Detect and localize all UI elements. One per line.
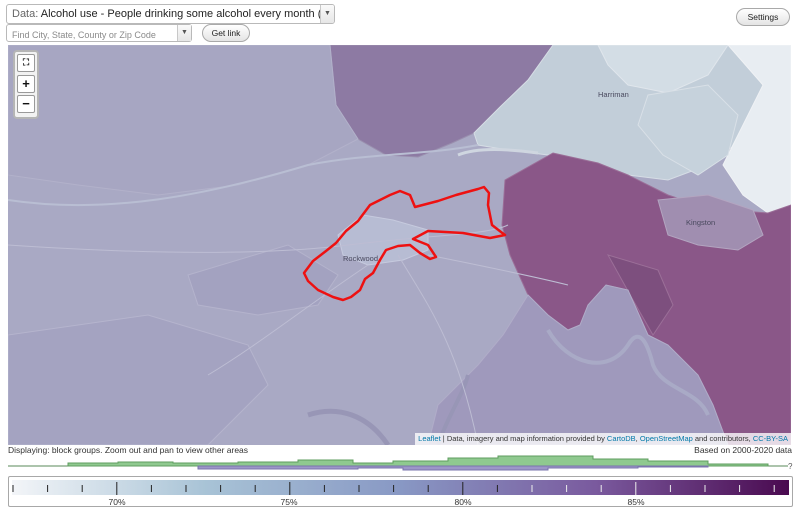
search-input[interactable] <box>7 27 175 43</box>
zoom-out-button[interactable]: − <box>17 95 35 113</box>
get-link-button[interactable]: Get link <box>202 24 250 42</box>
place-label-kingston: Kingston <box>686 218 716 227</box>
license-link[interactable]: CC-BY-SA <box>752 434 788 443</box>
display-status: Displaying: block groups. Zoom out and p… <box>8 445 249 455</box>
legend-tick-85: 85% <box>627 497 644 507</box>
zoom-in-button[interactable]: + <box>17 75 35 93</box>
cartodb-link[interactable]: CartoDB <box>606 434 636 443</box>
data-selected-value: Alcohol use - People drinking some alcoh… <box>40 8 335 20</box>
choropleth-layer <box>8 45 791 445</box>
zoom-controls: ⛶ + − <box>13 50 39 119</box>
distribution-histogram: ? <box>8 455 793 471</box>
chevron-down-icon[interactable]: ▼ <box>177 25 191 41</box>
legend-tick-80: 80% <box>454 497 471 507</box>
legend-tick-75: 75% <box>280 497 297 507</box>
place-label-harriman: Harriman <box>598 90 629 99</box>
legend-tick-70: 70% <box>108 497 125 507</box>
map-attribution: Leaflet | Data, imagery and map informat… <box>415 433 791 445</box>
histogram-purple <box>197 465 709 471</box>
leaflet-link[interactable]: Leaflet <box>418 434 441 443</box>
place-label-rockwood: Rockwood <box>343 254 379 263</box>
histogram-help[interactable]: ? <box>788 462 793 471</box>
data-label: Data: <box>12 8 39 20</box>
chevron-down-icon[interactable]: ▼ <box>320 5 334 23</box>
legend-gradient <box>12 480 789 495</box>
data-select[interactable]: Data: Alcohol use - People drinking some… <box>6 4 335 24</box>
openstreetmap-link[interactable]: OpenStreetMap <box>639 434 693 443</box>
highlighted-area-outline <box>302 185 507 302</box>
map-view[interactable]: ⛶ + − Harriman Kingston Rockwood Leaflet… <box>8 45 791 445</box>
data-years: Based on 2000-2020 data <box>694 445 792 455</box>
location-search[interactable]: ▼ <box>6 24 192 43</box>
fullscreen-icon[interactable]: ⛶ <box>17 54 35 72</box>
histogram-green <box>67 455 769 467</box>
color-legend: 70% 75% 80% 85% <box>8 476 793 507</box>
settings-button[interactable]: Settings <box>736 8 790 26</box>
